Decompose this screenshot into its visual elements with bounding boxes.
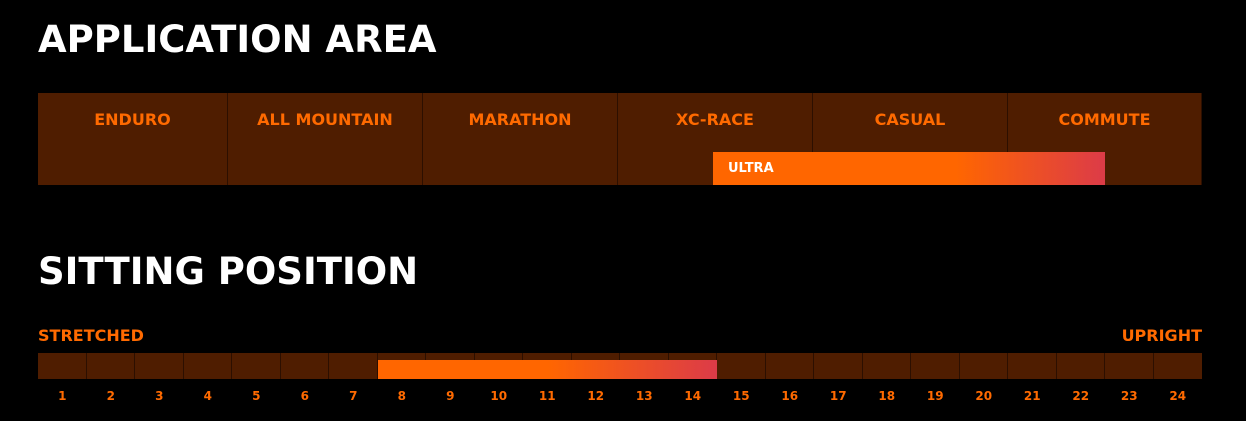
- sitting-position-scale: [38, 353, 1202, 379]
- scale-number: 4: [203, 389, 212, 403]
- scale-cell: [863, 353, 911, 379]
- scale-number: 20: [975, 389, 993, 403]
- scale-number: 22: [1072, 389, 1090, 403]
- scale-cell: [87, 353, 135, 379]
- scale-number: 15: [732, 389, 750, 403]
- scale-number: 13: [635, 389, 653, 403]
- scale-number: 18: [878, 389, 896, 403]
- scale-cell: [232, 353, 281, 379]
- application-column: XC-RACE: [618, 93, 813, 185]
- scale-number: 12: [587, 389, 605, 403]
- scale-number: 19: [926, 389, 944, 403]
- scale-cell: [717, 353, 766, 379]
- application-category-label: XC-RACE: [676, 110, 754, 129]
- scale-number: 1: [58, 389, 67, 403]
- upright-label: UPRIGHT: [1121, 326, 1202, 345]
- application-category-label: MARATHON: [468, 110, 572, 129]
- application-column: CASUAL: [813, 93, 1008, 185]
- application-column: MARATHON: [423, 93, 618, 185]
- application-category-label: ALL MOUNTAIN: [257, 110, 393, 129]
- scale-cell: [1057, 353, 1105, 379]
- scale-cell: [38, 353, 87, 379]
- scale-number: 21: [1023, 389, 1041, 403]
- application-category-label: COMMUTE: [1058, 110, 1151, 129]
- application-column: ALL MOUNTAIN: [228, 93, 423, 185]
- sitting-range-bar: [377, 360, 717, 379]
- scale-number: 5: [252, 389, 261, 403]
- scale-number: 17: [829, 389, 847, 403]
- scale-cell: [1154, 353, 1203, 379]
- scale-number: 10: [490, 389, 508, 403]
- scale-number: 24: [1169, 389, 1187, 403]
- scale-cell: [911, 353, 960, 379]
- application-range-bar: ULTRA: [713, 152, 1105, 185]
- application-area-title: APPLICATION AREA: [38, 18, 437, 61]
- scale-cell: [329, 353, 378, 379]
- application-column: ENDURO: [38, 93, 228, 185]
- scale-cell: [960, 353, 1008, 379]
- scale-cell: [281, 353, 329, 379]
- application-category-label: ENDURO: [94, 110, 171, 129]
- scale-number: 8: [397, 389, 406, 403]
- scale-cell: [135, 353, 184, 379]
- application-range-label: ULTRA: [728, 161, 774, 176]
- application-area-table: ENDURO ALL MOUNTAIN MARATHON XC-RACE CASUAL C…: [38, 93, 1202, 185]
- scale-cell: [814, 353, 863, 379]
- scale-number: 2: [106, 389, 115, 403]
- scale-cell: [1105, 353, 1154, 379]
- application-column: COMMUTE: [1008, 93, 1202, 185]
- sitting-position-title: SITTING POSITION: [38, 250, 419, 293]
- scale-number: 14: [684, 389, 702, 403]
- scale-number: 7: [349, 389, 358, 403]
- scale-number: 23: [1120, 389, 1138, 403]
- scale-number: 3: [155, 389, 164, 403]
- application-category-label: CASUAL: [874, 110, 946, 129]
- scale-number: 6: [300, 389, 309, 403]
- scale-cell: [184, 353, 232, 379]
- scale-number: 16: [781, 389, 799, 403]
- stretched-label: STRETCHED: [38, 326, 144, 345]
- scale-number: 11: [538, 389, 556, 403]
- scale-cell: [766, 353, 814, 379]
- scale-cell: [1008, 353, 1057, 379]
- scale-number: 9: [446, 389, 455, 403]
